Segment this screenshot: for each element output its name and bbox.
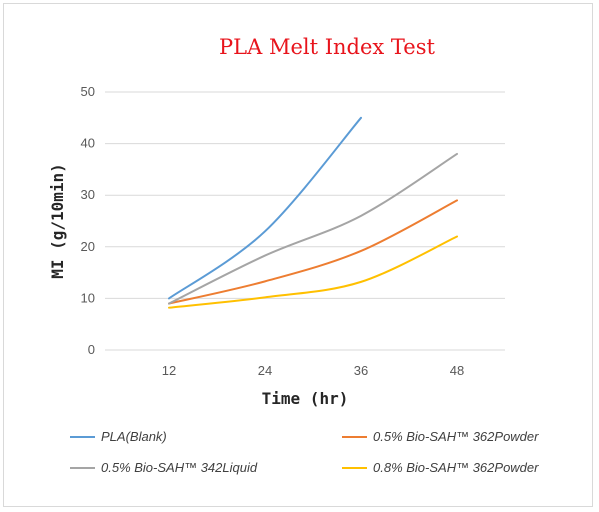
y-axis-title: MI (g/10min) bbox=[48, 163, 67, 279]
legend-label: 0.5% Bio-SAH™ 362Powder bbox=[373, 429, 539, 444]
y-tick-label: 10 bbox=[81, 290, 95, 305]
series-line-2 bbox=[168, 199, 458, 305]
y-tick-label: 40 bbox=[81, 136, 95, 151]
grid-lines bbox=[105, 91, 505, 351]
x-tick-label: 24 bbox=[258, 363, 272, 378]
y-tick-label: 0 bbox=[88, 342, 95, 357]
chart-frame bbox=[3, 3, 593, 507]
legend-label: 0.8% Bio-SAH™ 362Powder bbox=[373, 460, 539, 475]
x-axis-title: Time (hr) bbox=[262, 389, 349, 408]
x-tick-label: 12 bbox=[162, 363, 176, 378]
legend: PLA(Blank) 0.5% Bio-SAH™ 362Powder 0.5% Bi… bbox=[70, 429, 539, 475]
series-lines bbox=[168, 116, 458, 309]
chart-title: PLA Melt Index Test bbox=[219, 35, 435, 59]
legend-label: PLA(Blank) bbox=[101, 429, 167, 444]
y-axis-ticks: 0 10 20 30 40 50 bbox=[81, 84, 95, 357]
x-tick-label: 36 bbox=[354, 363, 368, 378]
x-axis-ticks: 12 24 36 48 bbox=[162, 363, 464, 378]
series-line-1 bbox=[168, 116, 362, 300]
y-tick-label: 30 bbox=[81, 187, 95, 202]
y-tick-label: 20 bbox=[81, 239, 95, 254]
y-tick-label: 50 bbox=[81, 84, 95, 99]
x-tick-label: 48 bbox=[450, 363, 464, 378]
series-line-3 bbox=[168, 152, 458, 305]
series-line-4 bbox=[168, 235, 458, 309]
legend-label: 0.5% Bio-SAH™ 342Liquid bbox=[101, 460, 258, 475]
